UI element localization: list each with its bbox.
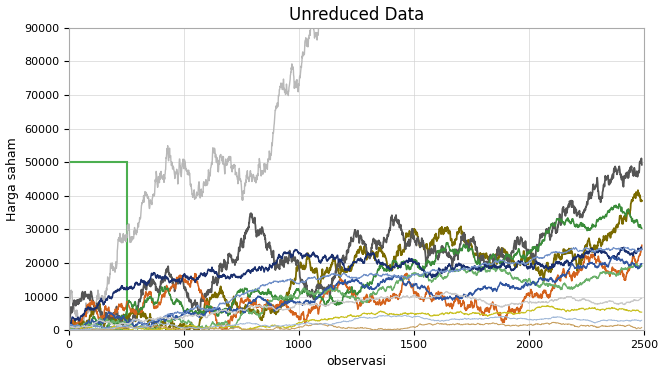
- Bar: [69, 162, 127, 330]
- Y-axis label: Harga saham: Harga saham: [5, 137, 19, 221]
- X-axis label: observasi: observasi: [327, 355, 386, 368]
- Title: Unreduced Data: Unreduced Data: [289, 6, 424, 24]
